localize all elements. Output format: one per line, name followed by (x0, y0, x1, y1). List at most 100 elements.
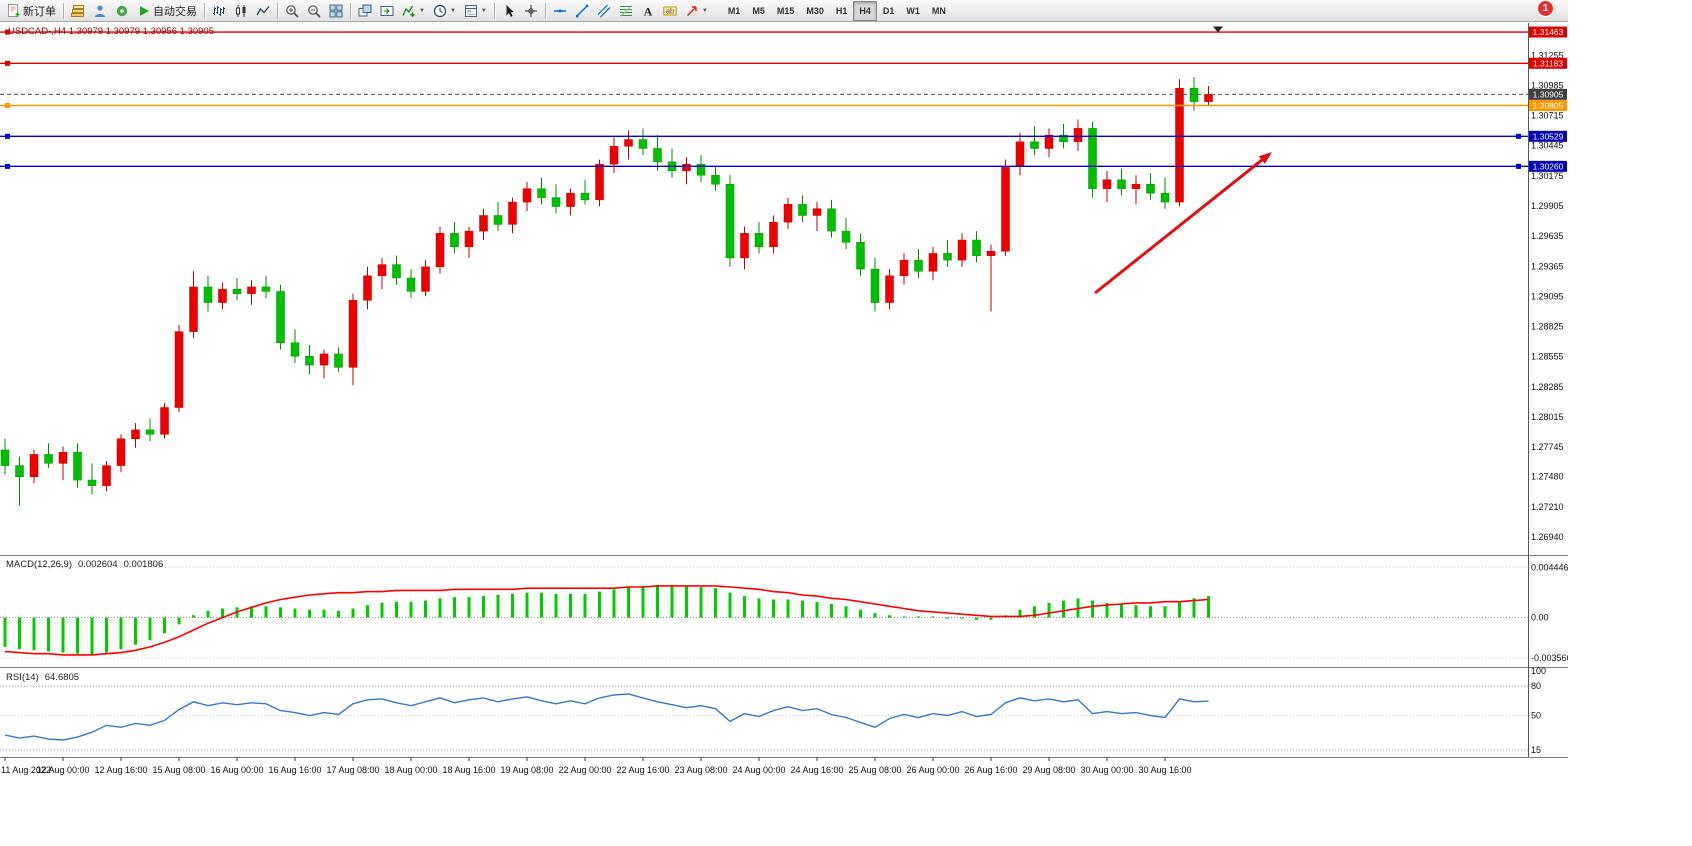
trend-line-button[interactable] (572, 0, 592, 22)
time-axis-label: 22 Aug 00:00 (558, 765, 611, 775)
rsi-title: RSI(14) (6, 672, 39, 683)
trend-arrow[interactable] (1094, 152, 1272, 295)
line-chart-button[interactable] (253, 0, 273, 22)
timeframe-h4-button[interactable]: H4 (853, 0, 877, 21)
line-handle[interactable] (1516, 133, 1521, 139)
text-label-button[interactable]: ab (660, 0, 680, 22)
candle (1001, 159, 1010, 256)
time-axis-label: 26 Aug 16:00 (964, 765, 1017, 775)
equidistant-channel-button[interactable] (594, 0, 614, 22)
line-handle[interactable] (5, 60, 10, 66)
candle (363, 266, 372, 310)
candle (1131, 175, 1141, 205)
toolbar-separator (204, 2, 205, 19)
timeframe-h1-button[interactable]: H1 (835, 5, 848, 16)
timeframe-m30-button[interactable]: M30 (806, 5, 824, 16)
candle (58, 446, 68, 481)
sound-alerts-button[interactable] (112, 0, 132, 22)
hline-1.30529[interactable]: 1.30529 (0, 130, 1567, 142)
svg-text:A: A (644, 4, 653, 18)
doc-plus-icon (7, 3, 21, 18)
auto-trading-label: 自动交易 (153, 5, 197, 18)
candle (348, 293, 358, 386)
tile-icon (329, 4, 343, 18)
candle (392, 255, 401, 285)
data-window-button[interactable] (90, 0, 110, 22)
chart-canvas[interactable]: 1.31255 1.30985 1.30715 1.30445 1.30175 1.299… (0, 23, 1568, 780)
templates-button[interactable]: ▼ (461, 0, 490, 22)
toolbar-separator (63, 2, 64, 19)
hline-1.31183[interactable]: 1.31183 (0, 57, 1567, 69)
line-handle[interactable] (5, 163, 10, 169)
price-badge-label: 1.30260 (1533, 162, 1564, 172)
text-button[interactable]: A (638, 0, 658, 22)
toolbar-separator (350, 2, 351, 19)
bar-chart-button[interactable] (209, 0, 229, 22)
hline-1.31463[interactable]: 1.31463 (0, 26, 1567, 38)
new-order-button[interactable]: 新订单 (4, 0, 59, 22)
timeframe-m15-button[interactable]: M15 (776, 5, 795, 16)
market-watch-button[interactable] (68, 0, 88, 22)
candle (783, 197, 793, 229)
zoom-in-button[interactable] (282, 0, 302, 22)
candlestick-chart-button[interactable] (231, 0, 251, 22)
candle (189, 271, 198, 339)
timeframe-d1-button[interactable]: D1 (882, 5, 895, 16)
arrows-button[interactable]: ▼ (682, 0, 711, 22)
macd-axis-label: -0.003566 (1531, 653, 1568, 663)
candle (493, 202, 503, 232)
macd-title: MACD(12,26,9) (6, 559, 72, 570)
timeframe-m1-button[interactable]: M1 (727, 5, 741, 16)
candle (972, 231, 981, 263)
candle (276, 284, 285, 350)
candle (102, 461, 111, 492)
line-handle[interactable] (1516, 163, 1521, 169)
price-badge (1529, 160, 1567, 172)
cursor-button[interactable] (499, 0, 519, 22)
symbol-ohlc-info: USDCAD-,H4 1.30979 1.30979 1.30956 1.309… (8, 26, 214, 37)
candle (682, 157, 691, 185)
line-handle[interactable] (5, 133, 10, 139)
price-axis-label: 1.29635 (1531, 231, 1564, 241)
chevron-down-icon: ▼ (480, 7, 487, 14)
candle (725, 175, 735, 267)
price-badge (1529, 26, 1567, 38)
macd-histogram (3, 584, 1210, 655)
person-icon (93, 4, 107, 18)
hline-1.30805[interactable]: 1.30805 (0, 100, 1567, 112)
indicator-icon (402, 4, 416, 18)
fibonacci-button[interactable] (616, 0, 636, 22)
price-axis-label: 1.28285 (1531, 382, 1564, 392)
candle (740, 226, 749, 270)
chart-shift-button[interactable] (377, 0, 397, 22)
arrange-windows-button[interactable] (355, 0, 375, 22)
indicators-button[interactable]: ▼ (399, 0, 428, 22)
line-handle[interactable] (5, 29, 10, 35)
macd-signal-value: 0.001806 (123, 559, 164, 570)
candle (131, 423, 140, 448)
price-badge-label: 1.30905 (1533, 90, 1564, 100)
chart-shift-marker[interactable] (1213, 26, 1223, 33)
tile-windows-button[interactable] (326, 0, 346, 22)
time-axis-label: 19 Aug 08:00 (500, 765, 553, 775)
timeframe-w1-button[interactable]: W1 (906, 5, 920, 16)
zoom-out-button[interactable] (304, 0, 324, 22)
time-axis-label: 22 Aug 16:00 (616, 765, 669, 775)
candle (551, 184, 561, 214)
crosshair-button[interactable] (521, 0, 541, 22)
time-axis-label: 16 Aug 16:00 (268, 765, 321, 775)
candle (203, 275, 213, 312)
hline-1.30260[interactable]: 1.30260 (0, 160, 1567, 172)
candle (261, 275, 271, 299)
horizontal-line-button[interactable] (550, 0, 570, 22)
candle (812, 202, 822, 232)
notifications-badge[interactable]: 1 (1538, 1, 1553, 16)
auto-trading-button[interactable]: 自动交易 (134, 0, 200, 22)
periods-button[interactable]: ▼ (430, 0, 459, 22)
hline-1.30905[interactable]: 1.30905 (0, 88, 1567, 100)
timeframe-m5-button[interactable]: M5 (752, 5, 765, 16)
timeframe-mn-button[interactable]: MN (931, 5, 946, 16)
line-handle[interactable] (5, 103, 10, 109)
price-axis-label: 1.30715 (1531, 111, 1564, 121)
trendline-icon (575, 4, 589, 18)
